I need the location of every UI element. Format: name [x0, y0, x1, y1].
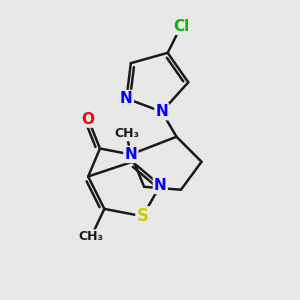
Text: N: N	[120, 91, 133, 106]
Text: N: N	[155, 104, 168, 119]
Text: CH₃: CH₃	[79, 230, 104, 243]
Text: O: O	[82, 112, 95, 127]
Text: CH₃: CH₃	[114, 127, 139, 140]
Text: S: S	[136, 207, 148, 225]
Text: N: N	[124, 147, 137, 162]
Text: Cl: Cl	[173, 19, 189, 34]
Text: N: N	[154, 178, 167, 193]
